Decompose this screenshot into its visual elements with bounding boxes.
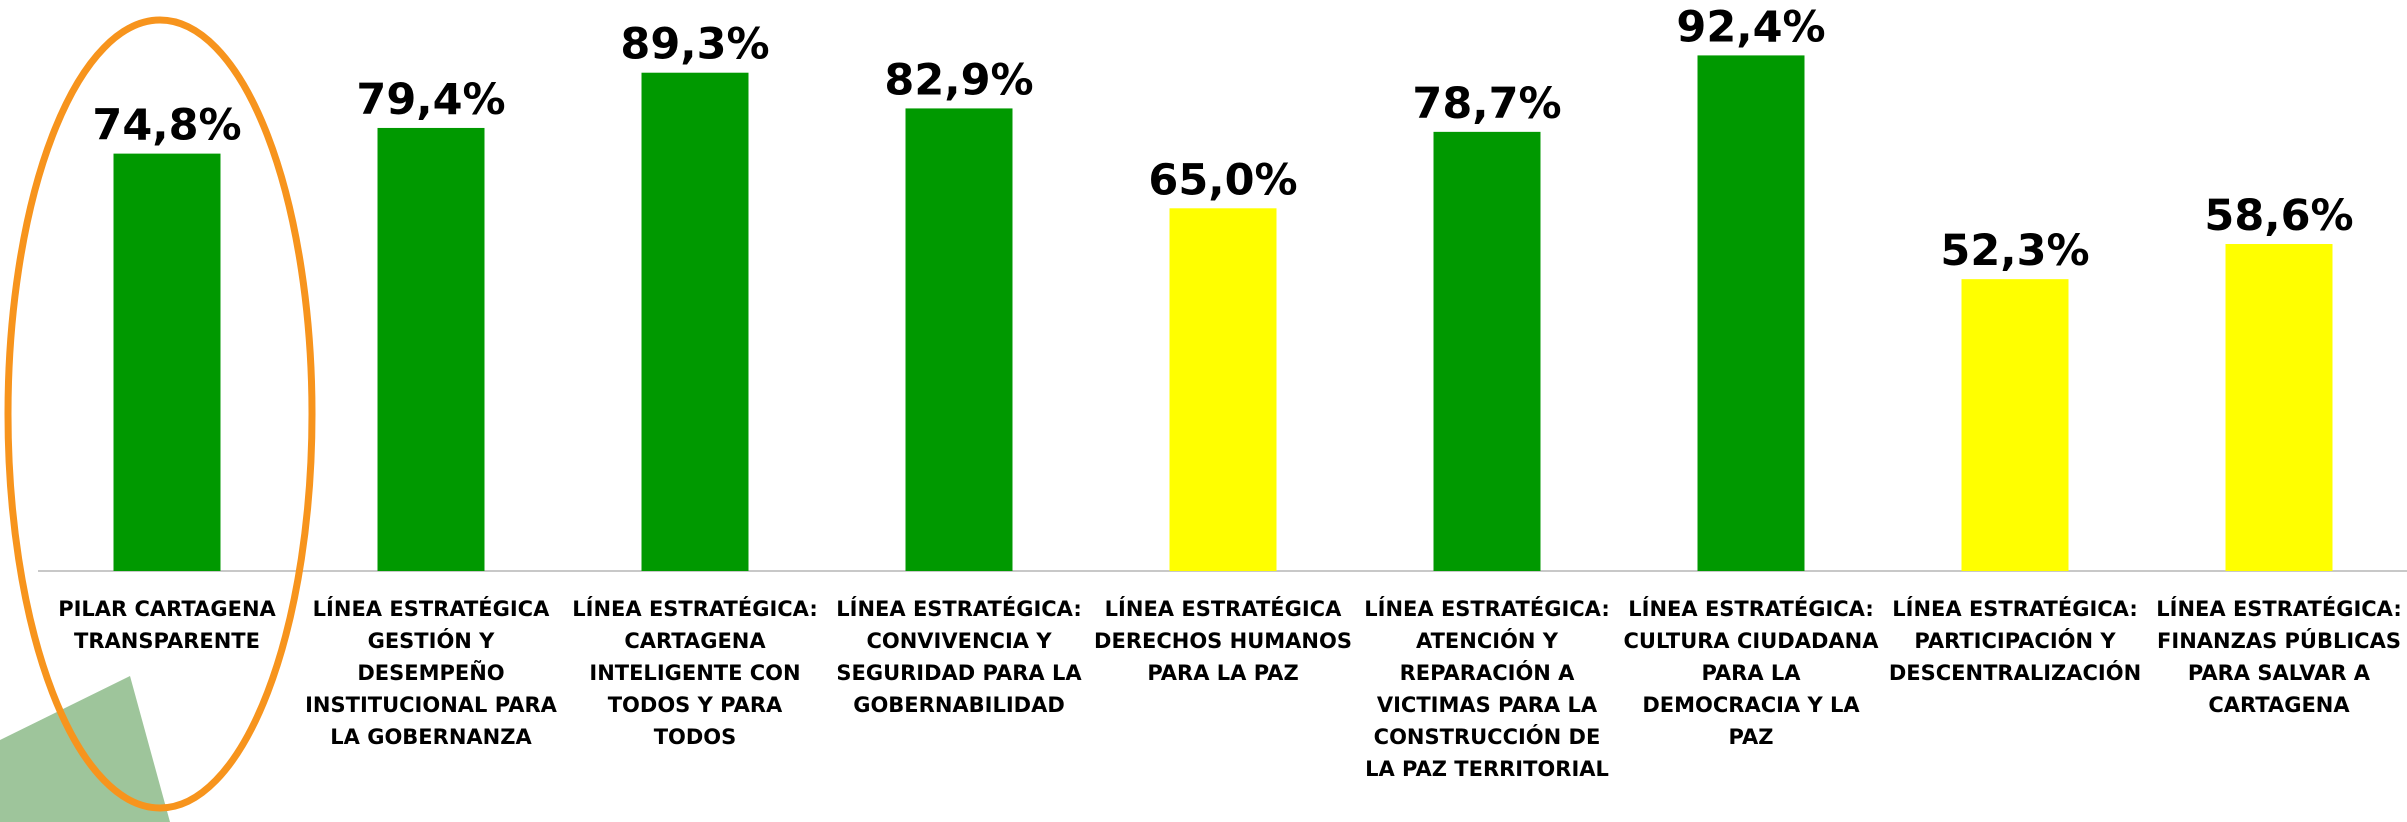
bar <box>1697 55 1805 571</box>
category-label: LÍNEA ESTRATÉGICA: CARTAGENA INTELIGENTE… <box>572 597 818 749</box>
category-label: LÍNEA ESTRATÉGICA DERECHOS HUMANOS PARA … <box>1094 597 1352 685</box>
decor-shape <box>0 676 170 822</box>
highlight-ellipse <box>4 16 316 812</box>
bar <box>2225 244 2333 571</box>
category-label: LÍNEA ESTRATÉGICA: ATENCIÓN Y REPARACIÓN… <box>1364 597 1610 781</box>
category-label: LÍNEA ESTRATÉGICA: CULTURA CIUDADANA PAR… <box>1623 597 1879 749</box>
value-label: 52,3% <box>1940 226 2089 276</box>
category-label: LÍNEA ESTRATÉGICA: CONVIVENCIA Y SEGURID… <box>836 597 1082 717</box>
value-label: 82,9% <box>884 55 1033 105</box>
category-label: LÍNEA ESTRATÉGICA: PARTICIPACIÓN Y DESCE… <box>1888 597 2142 685</box>
value-label: 89,3% <box>620 20 769 70</box>
value-label: 92,4% <box>1676 2 1825 52</box>
bar <box>641 72 749 572</box>
category-label: LÍNEA ESTRATÉGICA GESTIÓN Y DESEMPEÑO IN… <box>305 597 557 749</box>
bar <box>1961 279 2069 571</box>
bar <box>1169 208 1277 572</box>
bar <box>113 153 221 571</box>
value-label: 65,0% <box>1148 155 1297 205</box>
value-label: 58,6% <box>2204 191 2353 241</box>
bar <box>905 108 1013 571</box>
bar <box>1433 131 1541 571</box>
value-label: 79,4% <box>356 75 505 125</box>
bar <box>377 127 485 571</box>
value-label: 78,7% <box>1412 79 1561 129</box>
category-label: PILAR CARTAGENA TRANSPARENTE <box>58 597 276 653</box>
value-label: 74,8% <box>92 101 241 151</box>
category-label: LÍNEA ESTRATÉGICA: FINANZAS PÚBLICAS PAR… <box>2156 597 2402 717</box>
